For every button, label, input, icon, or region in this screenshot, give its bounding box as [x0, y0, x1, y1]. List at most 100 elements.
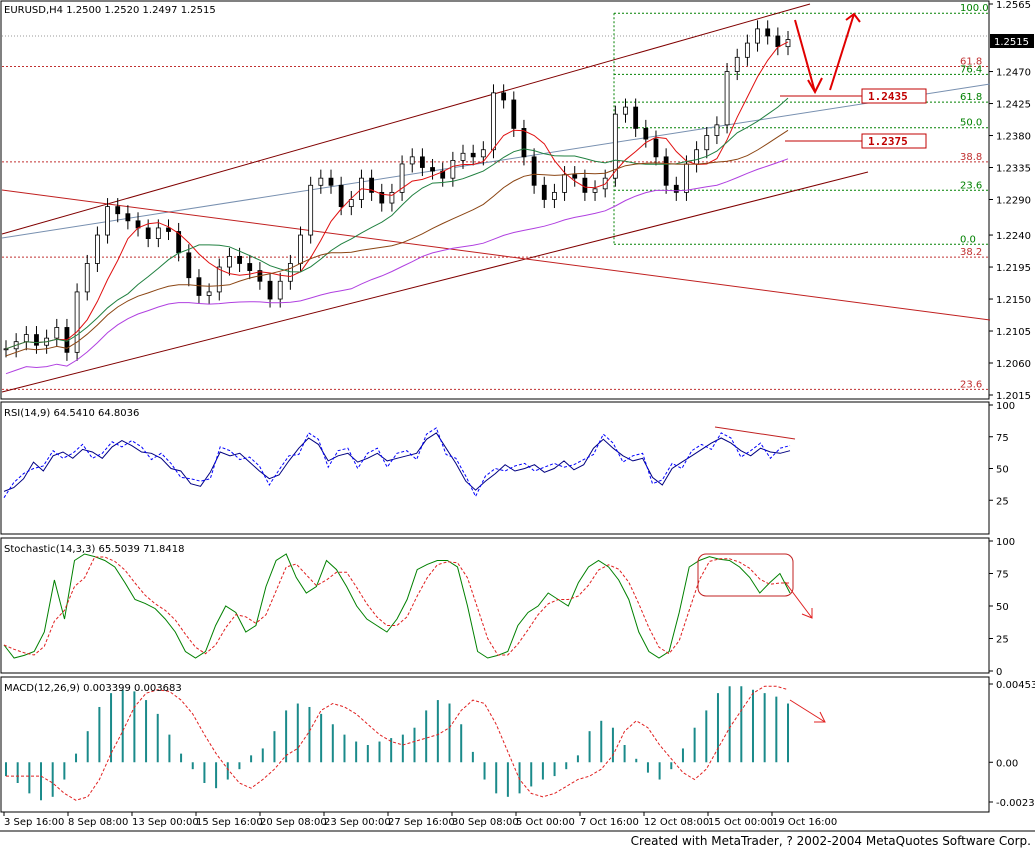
oscillator-tick-label: 50	[996, 602, 1009, 613]
x-tick-label: 3 Sep 16:00	[4, 817, 64, 828]
candle-body	[765, 28, 771, 37]
rsi-divergence-line	[714, 426, 796, 440]
rsi-signal-line	[3, 427, 791, 498]
ma-green-line	[5, 97, 789, 350]
trend-lines	[1, 3, 991, 393]
x-tick-label: 7 Oct 16:00	[580, 817, 639, 828]
oscillator-tick-label: 25	[996, 635, 1009, 646]
oscillator-tick-label: 75	[996, 570, 1009, 581]
rsi-series	[3, 426, 796, 498]
candle-body	[714, 124, 720, 136]
stochastic-series	[3, 553, 813, 659]
oscillator-tick-label: 100	[996, 537, 1015, 548]
candle-body	[298, 234, 303, 264]
price-tick-label: 1.2565	[996, 0, 1031, 11]
candle-body	[196, 277, 202, 296]
candle-body	[3, 348, 9, 351]
price-tick-label: 1.2150	[996, 295, 1031, 306]
fib-level-label: 38.8	[960, 152, 982, 163]
fib-level-label: 61.8	[960, 92, 982, 103]
candle-body	[277, 280, 283, 300]
candle-body	[247, 263, 253, 271]
arrow-up-head	[845, 12, 861, 23]
candle-body	[592, 188, 598, 193]
oscillator-tick-label: 0	[996, 667, 1002, 678]
candle-body	[409, 156, 415, 165]
candle-body	[34, 334, 39, 346]
annotations	[780, 12, 862, 142]
price-tick-label: 1.2105	[996, 327, 1031, 338]
x-tick-label: 5 Oct 00:00	[516, 817, 575, 828]
arrow-up-shaft	[829, 13, 855, 91]
ma-violet-line	[5, 158, 789, 375]
candle-body	[521, 128, 527, 158]
oscillator-tick-label: 100	[996, 401, 1015, 412]
trend-line-red	[1, 189, 991, 321]
rsi-panel-title: RSI(14,9) 64.5410 64.8036	[4, 408, 139, 419]
stochastic-arrow-shaft	[784, 581, 813, 619]
candle-body	[480, 149, 486, 158]
candle-body	[318, 177, 324, 186]
candle-body	[612, 113, 618, 179]
stochastic-signal-line	[3, 556, 790, 656]
candle-body	[653, 138, 659, 158]
candle-body	[643, 128, 649, 140]
candle-body	[369, 177, 375, 193]
price-tick-label: 1.2290	[996, 196, 1031, 207]
stochastic-highlight-box	[697, 553, 794, 597]
axis-ticks: 1.2565 1.2470 1.2425 1.2380 1.2335 1.2290 1.22…	[3, 0, 1035, 828]
channel-upper-line	[1, 3, 811, 235]
fib-level-label: 38.2	[960, 247, 982, 258]
x-tick-label: 15 Oct 00:00	[708, 817, 773, 828]
macd-arrow-head	[814, 711, 826, 723]
price-tick-label: 1.2470	[996, 68, 1031, 79]
candle-body	[338, 184, 344, 208]
annotation-box-1	[861, 88, 927, 104]
x-tick-label: 27 Sep 16:00	[388, 817, 455, 828]
candle-body	[186, 252, 192, 279]
candle-body	[74, 291, 80, 353]
rsi-panel	[0, 401, 990, 535]
candle-body	[684, 163, 689, 193]
fib-level-label: 23.6	[960, 180, 982, 191]
moving-averages	[5, 41, 789, 375]
fib-level-label: 76.4	[960, 64, 982, 75]
candle-body	[115, 206, 121, 215]
oscillator-tick-label: 0.00453	[996, 680, 1035, 691]
fib-level-label: 50.0	[960, 118, 982, 129]
stochastic-panel-title: Stochastic(14,3,3) 65.5039 71.8418	[4, 544, 184, 555]
candle-body	[491, 92, 496, 151]
annotation-label-2: 1.2375	[868, 135, 908, 148]
x-tick-label: 12 Oct 08:00	[644, 817, 709, 828]
price-panel-title: EURUSD,H4 1.2500 1.2520 1.2497 1.2515	[4, 5, 216, 16]
candle-body	[633, 106, 639, 129]
oscillator-tick-label: 50	[996, 465, 1009, 476]
oscillator-tick-label: 25	[996, 496, 1009, 507]
rsi-line	[3, 432, 791, 492]
annotation-box-2	[861, 133, 927, 149]
macd-panel	[0, 676, 990, 813]
candle-body	[308, 184, 314, 236]
candle-body	[572, 174, 578, 179]
candle-body	[663, 156, 669, 186]
current-price-label: 1.2515	[994, 37, 1029, 48]
macd-panel-title: MACD(12,26,9) 0.003399 0.003683	[4, 683, 182, 694]
candle-body	[216, 266, 222, 293]
candle-body	[84, 263, 90, 293]
candle-body	[155, 227, 161, 240]
candle-body	[623, 106, 628, 115]
candle-body	[430, 167, 435, 172]
candle-body	[328, 177, 334, 186]
candle-body	[287, 263, 293, 282]
candle-body	[755, 28, 760, 44]
candle-body	[501, 92, 507, 101]
candle-body	[562, 174, 567, 193]
candle-body	[23, 334, 29, 343]
candle-body	[95, 234, 100, 264]
current-price-tag	[990, 34, 1034, 48]
candle-body	[227, 255, 232, 268]
stochastic-arrow-head	[801, 608, 813, 619]
candle-body	[511, 99, 517, 129]
candle-body	[237, 255, 242, 264]
